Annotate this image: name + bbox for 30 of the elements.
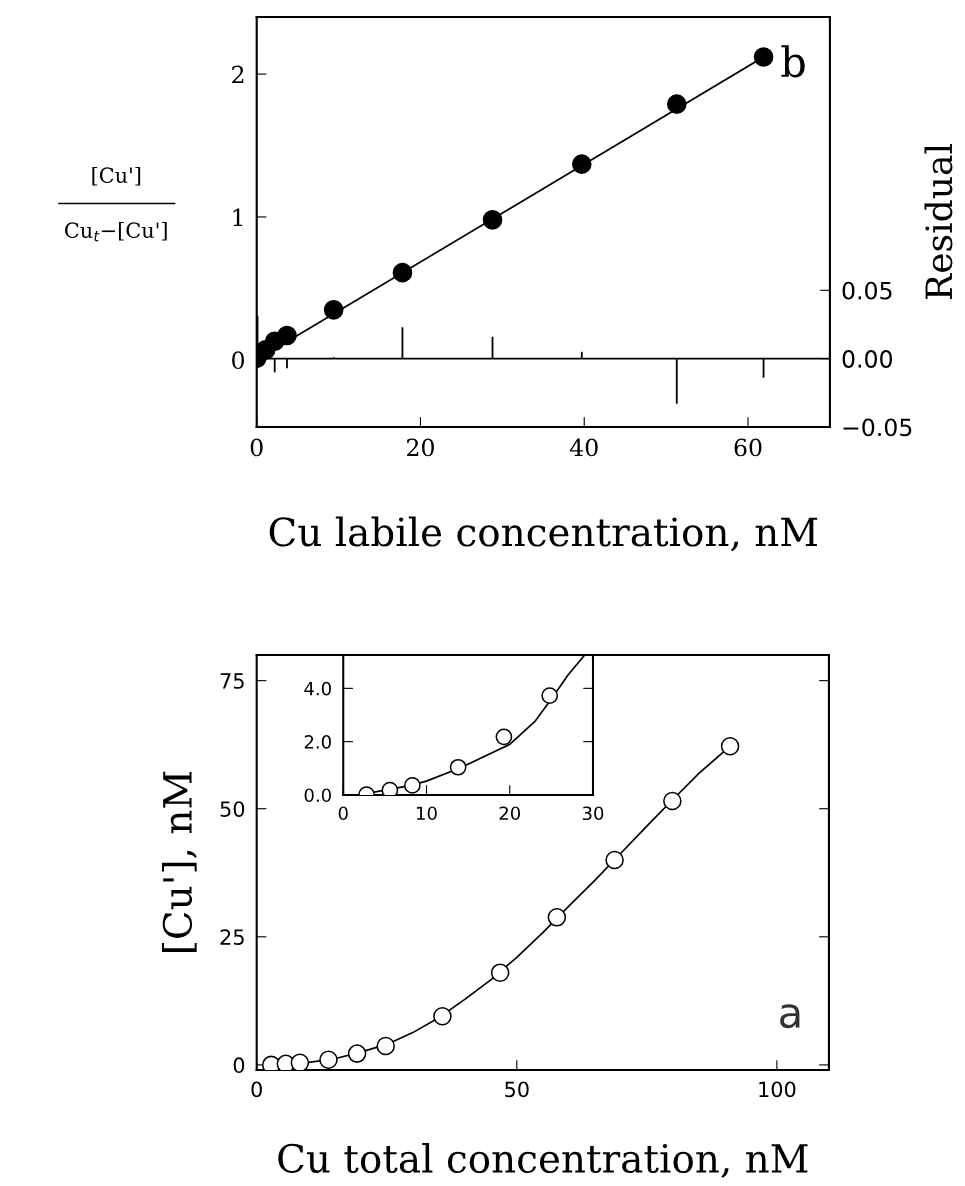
y-tick-label: 0 bbox=[233, 1057, 245, 1074]
x-tick-label: 10 bbox=[416, 806, 437, 821]
x-tick-label: 0 bbox=[338, 806, 348, 821]
x-tick-label: 100 bbox=[759, 1081, 796, 1098]
y2-tick-label: 0.05 bbox=[842, 281, 892, 300]
y-axis-title: [Cu'], nM bbox=[161, 771, 197, 952]
x-tick-label: 20 bbox=[499, 806, 521, 821]
y-tick-label: 1 bbox=[233, 208, 243, 226]
y-tick-label: 25 bbox=[220, 929, 244, 946]
x-axis-title: Cu total concentration, nM bbox=[278, 1142, 808, 1178]
annotation: a bbox=[780, 1004, 800, 1029]
x-tick-label: 40 bbox=[569, 438, 598, 457]
y-tick-label: 2.0 bbox=[304, 735, 331, 749]
text: [Cu'] Cu$_{t}$−[Cu'] bbox=[65, 166, 167, 242]
x-tick-label: 0 bbox=[251, 1081, 262, 1098]
y-tick-label: 4.0 bbox=[304, 681, 331, 696]
x-tick-label: 50 bbox=[505, 1081, 529, 1098]
y-tick-label: 0.0 bbox=[304, 788, 331, 803]
y-tick-label: 0 bbox=[232, 351, 245, 370]
y2-tick-label: 0.00 bbox=[842, 350, 893, 368]
y-tick-label: 2 bbox=[232, 65, 244, 84]
annotation: b bbox=[781, 45, 805, 78]
y2-tick-label: −0.05 bbox=[843, 418, 912, 437]
x-axis-title: Cu labile concentration, nM bbox=[269, 516, 818, 552]
x-tick-label: 30 bbox=[582, 806, 604, 821]
x-tick-label: 0 bbox=[250, 438, 263, 457]
y-tick-label: 75 bbox=[220, 673, 244, 689]
y2-axis-title: Residual bbox=[924, 143, 953, 300]
x-tick-label: 20 bbox=[407, 438, 434, 457]
x-tick-label: 60 bbox=[734, 438, 762, 457]
